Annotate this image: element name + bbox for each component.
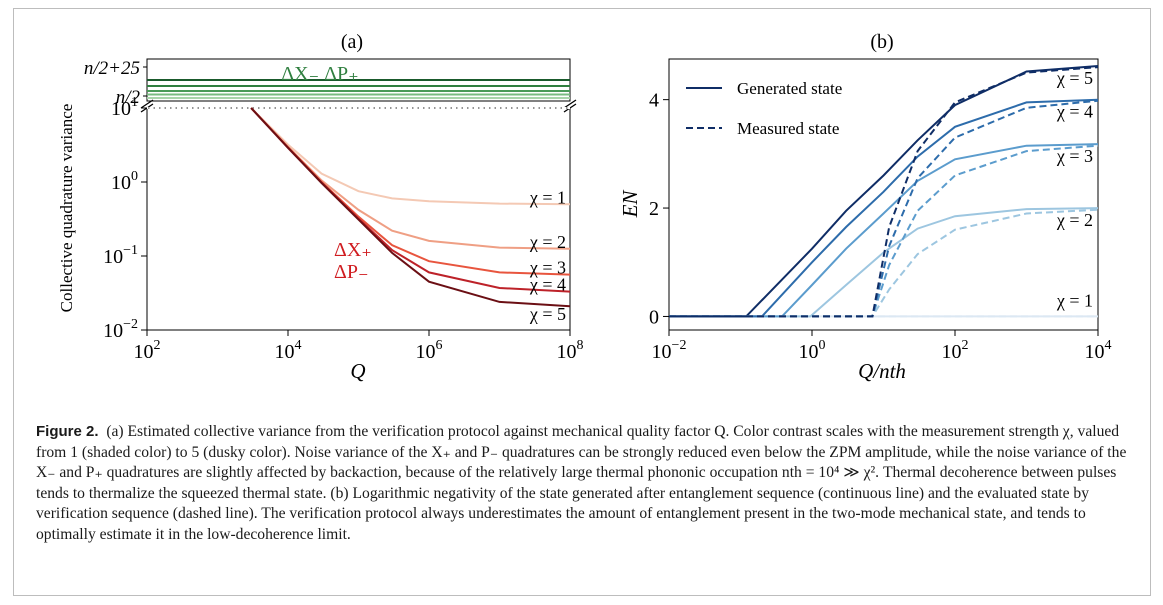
panel-a-x-ticks: 102 104 106 108 (134, 330, 584, 363)
panel-a-x-tick-label: 106 (416, 338, 443, 363)
panel-a-series-label-5: χ = 5 (529, 304, 566, 324)
panel-a-y-tick-label: 101 (111, 95, 138, 120)
panel-b-y-tick-label: 2 (649, 198, 659, 220)
panel-a-title: (a) (341, 31, 363, 53)
panel-b-series-label-1: χ = 1 (1056, 290, 1093, 310)
panel-b-series-line-7 (669, 208, 1099, 318)
panel-a-lower-label-2: ΔP₋ (334, 261, 369, 283)
panel-b-series-line-4 (669, 98, 1099, 318)
panel-b-y-tick-label: 0 (649, 306, 659, 328)
panel-a-y-tick-label: 10−1 (103, 243, 138, 268)
legend-generated-label: Generated state (737, 79, 842, 98)
panel-b-series-labels: χ = 5 χ = 4 χ = 3 χ = 2 χ = 1 (1056, 68, 1093, 310)
panel-a: (a) ΔX₋ ΔP₊ n/2+25 n/2 102 104 106 108 10−2… (57, 31, 584, 383)
panel-b-series-label-5: χ = 5 (1056, 68, 1093, 88)
panel-a-upper-tick-top: n/2+25 (84, 58, 140, 79)
caption-text: (a) Estimated collective variance from t… (36, 423, 1127, 543)
panel-b-series-line-10 (669, 66, 1099, 318)
panel-b-x-tick-label: 10−2 (652, 338, 687, 363)
panel-a-series-line-1 (250, 107, 571, 206)
panel-b-x-tick-label: 102 (942, 338, 969, 363)
panel-a-series-label-3: χ = 3 (529, 258, 566, 278)
panel-a-y-ticks: 10−2 10−1 100 101 (103, 95, 147, 342)
figure-caption: Figure 2. (a) Estimated collective varia… (36, 422, 1136, 546)
panel-b-series-line-3 (669, 143, 1099, 318)
panel-a-y-tick-label: 10−2 (103, 317, 138, 342)
panel-a-series-labels: χ = 1 χ = 2 χ = 3χ = 4 χ = 5 (529, 187, 566, 324)
panel-b-frame (668, 58, 1099, 331)
panel-a-series (250, 107, 571, 308)
panel-a-axis-break-marks (140, 99, 577, 113)
panel-b-series-label-4: χ = 4 (1056, 102, 1093, 122)
panel-a-x-label: Q (350, 359, 365, 383)
panel-b-y-tick-label: 4 (649, 90, 659, 112)
panel-a-lower-label-1: ΔX₊ (334, 239, 372, 261)
panel-a-upper-tick-bottom: n/2 (116, 87, 141, 108)
panel-a-x-tick-label: 104 (275, 338, 302, 363)
figure-frame (13, 8, 1151, 596)
panel-a-x-tick-label: 102 (134, 338, 161, 363)
panel-a-series-label-4: χ = 4 (529, 275, 566, 295)
panel-a-series-label-2: χ = 2 (529, 232, 566, 252)
figure-plots: (a) ΔX₋ ΔP₊ n/2+25 n/2 102 104 106 108 10−2… (57, 31, 1112, 383)
panel-a-x-tick-label: 108 (557, 338, 584, 363)
panel-a-y-label: Collective quadrature variance (57, 104, 76, 313)
caption-label: Figure 2. (36, 423, 99, 440)
panel-a-y-tick-label: 100 (111, 169, 138, 194)
panel-b-x-ticks: 10−2 100 102 104 (652, 330, 1112, 363)
panel-b-series-line-8 (669, 144, 1099, 318)
panel-b-x-label: Q/nth (858, 359, 906, 383)
panel-b-title: (b) (870, 31, 893, 53)
panel-b-series-line-2 (669, 207, 1099, 318)
panel-b-x-tick-label: 100 (799, 338, 826, 363)
panel-b-y-ticks: 0 2 4 (649, 90, 669, 328)
panel-b-y-label: EN (618, 190, 642, 219)
panel-a-series-label-1: χ = 1 (529, 187, 566, 207)
panel-b-series-label-2: χ = 2 (1056, 210, 1093, 230)
panel-a-upper-label: ΔX₋ ΔP₊ (281, 63, 358, 85)
panel-b-x-tick-label: 104 (1085, 338, 1112, 363)
panel-a-series-line-5 (250, 107, 571, 308)
panel-b: (b) 10−2 100 102 104 024 χ = 5χ = 4χ = 3χ =… (618, 31, 1112, 383)
legend-measured-label: Measured state (737, 119, 839, 138)
panel-a-series-line-2 (250, 107, 571, 250)
panel-b-series (669, 65, 1099, 318)
panel-a-upper-lines (147, 79, 570, 99)
panel-b-legend: Generated state Measured state (686, 79, 842, 138)
panel-b-series-label-3: χ = 3 (1056, 146, 1093, 166)
panel-a-series-line-3 (250, 107, 571, 276)
